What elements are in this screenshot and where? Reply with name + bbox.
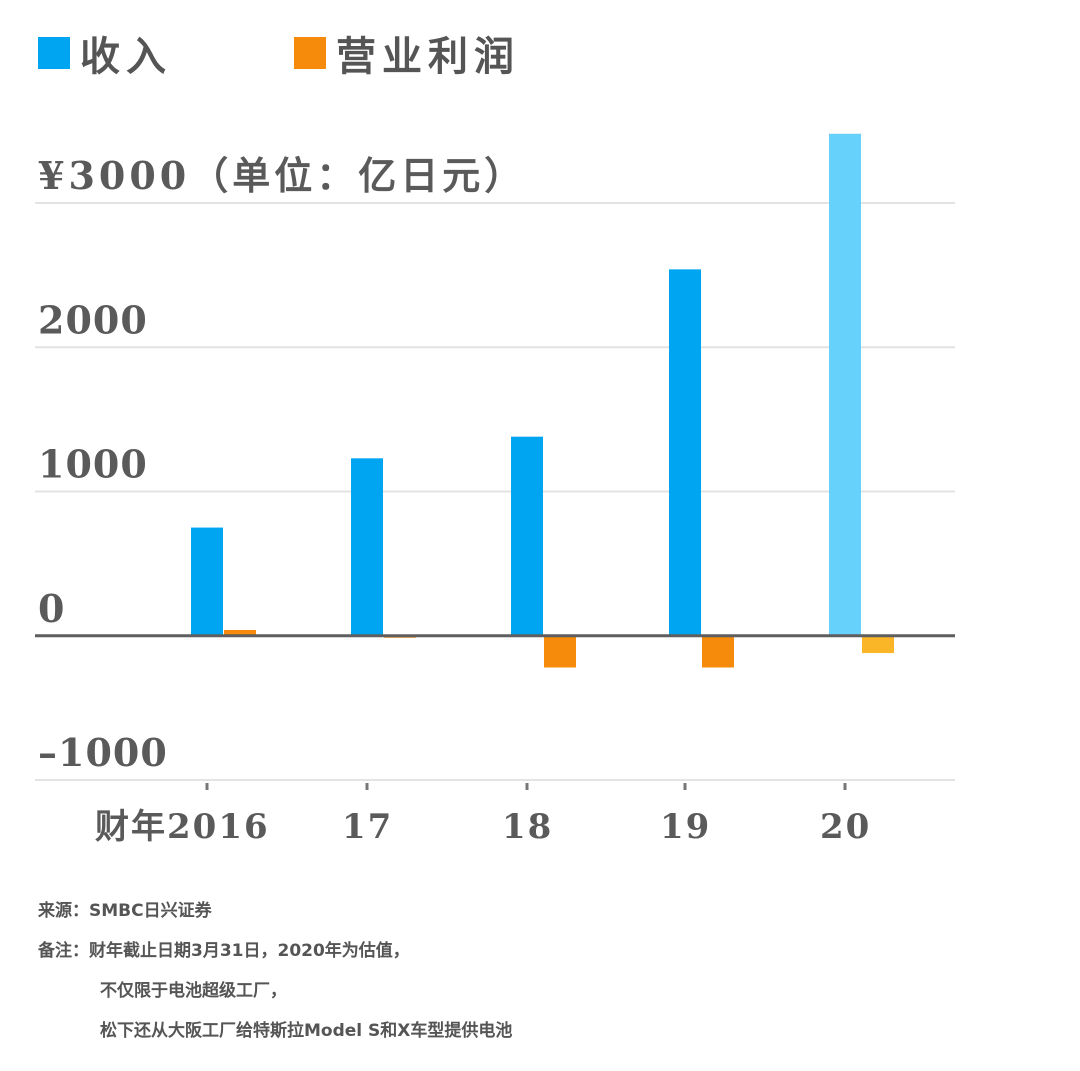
legend-label-profit: 营业利润 (336, 34, 520, 80)
bar-chart: ¥3000（单位：亿日元） 2000 1000 0 –1000 财年2016 17 18 19 2… (35, 133, 955, 847)
bar-profit-4 (862, 635, 894, 654)
y-tick-label-0: ¥3000（单位：亿日元） (38, 153, 526, 198)
y-tick-label-2: 1000 (38, 442, 148, 487)
y-tick-label-4: –1000 (38, 730, 168, 775)
bar-profit-2 (544, 635, 576, 668)
bar-profit-0 (224, 629, 256, 636)
legend-swatch-revenue (38, 37, 70, 69)
bar-revenue-4 (829, 133, 861, 636)
legend-item-revenue[interactable]: 收入 (38, 28, 172, 80)
y-tick-label-3: 0 (38, 586, 65, 631)
x-tick-label-0: 财年2016 (95, 807, 270, 847)
bar-revenue-0 (191, 527, 223, 636)
source-line: 来源：SMBC日兴证券 (38, 901, 212, 921)
y-tick-label-1: 2000 (38, 297, 148, 342)
legend-swatch-profit (294, 37, 326, 69)
bar-revenue-2 (511, 436, 543, 636)
source-notes: 来源：SMBC日兴证券 备注：财年截止日期3月31日，2020年为估值， 不仅限… (38, 898, 1038, 1058)
bar-revenue-3 (669, 269, 701, 636)
note-line-1: 备注：财年截止日期3月31日，2020年为估值， (38, 941, 410, 961)
note-line-3: 松下还从大阪工厂给特斯拉Model S和X车型提供电池 (100, 1021, 513, 1041)
legend-item-profit[interactable]: 营业利润 (294, 28, 520, 80)
legend: 收入 营业利润 (38, 28, 738, 80)
x-tick-label-2: 18 (502, 807, 553, 847)
bar-profit-3 (702, 635, 734, 668)
x-tick-label-4: 20 (820, 807, 871, 847)
bar-revenue-1 (351, 458, 383, 636)
legend-label-revenue: 收入 (80, 34, 172, 80)
x-tick-label-3: 19 (660, 807, 711, 847)
x-tick-label-1: 17 (342, 807, 393, 847)
note-line-2: 不仅限于电池超级工厂， (100, 981, 287, 1001)
